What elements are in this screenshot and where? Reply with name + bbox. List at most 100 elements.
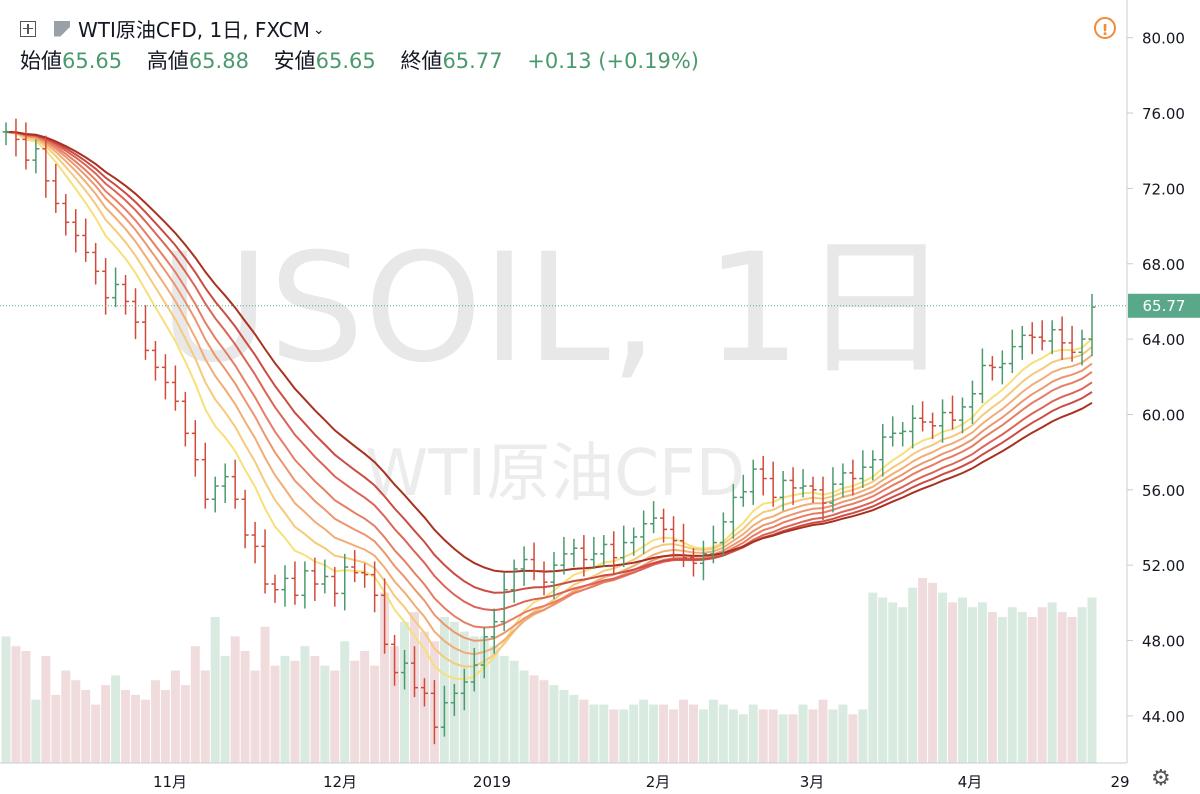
price-tick-label: 72.00 [1142, 180, 1185, 198]
price-bar [949, 395, 957, 430]
volume-bar [659, 704, 669, 763]
price-bar [241, 489, 249, 549]
price-bar [809, 476, 817, 504]
volume-bar [778, 714, 788, 763]
volume-bar [1017, 612, 1027, 763]
price-bar [739, 474, 747, 507]
volume-bar [220, 655, 230, 763]
moving-average-line [5, 130, 1093, 629]
volume-bar [948, 602, 957, 763]
volume-bar [987, 612, 997, 763]
symbol-row[interactable]: WTI原油CFD, 1日, FXCM ⌄ [20, 14, 325, 43]
volume-bar [967, 607, 977, 763]
price-bar [122, 275, 130, 315]
volume-bar [519, 670, 529, 763]
volume-bar [141, 699, 150, 763]
volume-bar [260, 626, 270, 763]
price-bar [689, 548, 697, 577]
volume-bar [1047, 602, 1057, 763]
volume-bar [529, 675, 539, 763]
price-bar [92, 243, 100, 285]
volume-bar [918, 578, 928, 763]
price-bar [221, 463, 229, 504]
volume-bar [698, 709, 708, 763]
volume-bar [200, 670, 210, 763]
price-bar [112, 267, 120, 308]
price-tick-label: 48.00 [1142, 633, 1185, 651]
price-bar [401, 649, 409, 690]
last-price-badge: 65.77 [1128, 293, 1200, 318]
volume-bar [599, 704, 609, 763]
volume-bar [11, 646, 21, 763]
price-bar [978, 348, 986, 404]
volume-bar [300, 646, 310, 763]
volume-bar [400, 621, 410, 763]
volume-bar [589, 704, 599, 763]
ohlc-row: 始値65.65 高値65.88 安値65.65 終値65.77 +0.13 (+… [20, 45, 699, 75]
price-bar [72, 209, 80, 253]
volume-bar [1027, 616, 1037, 763]
chevron-down-icon[interactable]: ⌄ [312, 21, 325, 38]
volume-bar [728, 709, 738, 763]
price-bar [709, 525, 717, 564]
price-bar [490, 608, 498, 654]
time-tick-label: 11月 [153, 773, 187, 791]
moving-average-line [5, 130, 1093, 668]
volume-bar [131, 694, 141, 763]
volume-bar [878, 597, 888, 763]
gear-icon[interactable]: ⚙ [1151, 766, 1171, 791]
volume-bar [230, 636, 240, 763]
expand-icon[interactable] [20, 20, 36, 37]
low-value: 65.65 [315, 49, 376, 73]
change-value: +0.13 (+0.19%) [527, 49, 699, 73]
price-bar [1058, 316, 1066, 360]
alert-icon[interactable]: ! [1094, 17, 1116, 39]
price-bar [480, 627, 488, 679]
moving-average-line [5, 130, 1093, 573]
volume-bar [1037, 607, 1047, 763]
watermark-main: USOIL, 1日 [159, 222, 951, 396]
price-bar [291, 561, 299, 605]
volume-bar [61, 670, 71, 763]
price-bar [1068, 325, 1076, 362]
time-axis[interactable]: 11月 12月 2019 2月 3月 4月 29 [153, 773, 1130, 791]
price-bar [12, 118, 20, 157]
price-bar [450, 683, 458, 716]
price-axis[interactable]: 80.00 76.00 72.00 68.00 64.00 60.00 56.00 52.00… [1127, 30, 1185, 726]
price-bar [640, 510, 648, 554]
volume-bar [31, 699, 41, 763]
price-bar [839, 463, 847, 498]
volume-bar [838, 704, 848, 763]
price-bar [132, 288, 140, 340]
flag-icon[interactable] [54, 20, 70, 37]
volume-bar [848, 714, 858, 763]
price-bar [500, 572, 508, 632]
legend-header: WTI原油CFD, 1日, FXCM ⌄ 始値65.65 高値65.88 安値6… [0, 0, 1000, 80]
price-bar [351, 550, 359, 583]
price-tick-label: 68.00 [1142, 256, 1185, 274]
price-bar [52, 163, 60, 213]
moving-average-line [5, 130, 1093, 594]
volume-bar [310, 655, 320, 763]
volume-bar [798, 704, 808, 763]
volume-bar [101, 685, 111, 763]
price-bar [181, 391, 189, 447]
price-bar [440, 685, 448, 737]
price-bar [869, 450, 877, 481]
symbol-title[interactable]: WTI原油CFD, 1日, FXCM [78, 18, 310, 42]
price-bar [849, 459, 857, 496]
price-bar [650, 501, 658, 534]
price-bar [570, 538, 578, 568]
price-tick-label: 56.00 [1142, 482, 1185, 500]
price-bar [819, 476, 827, 520]
price-bar [331, 567, 339, 607]
price-bar [769, 461, 777, 507]
volume-bar [240, 651, 250, 763]
volume-bar [808, 709, 818, 763]
time-tick-label: 3月 [800, 773, 825, 791]
price-bar [958, 397, 966, 434]
price-bar [321, 559, 329, 594]
time-tick-label: 29 [1110, 773, 1129, 791]
price-bar [420, 678, 428, 707]
